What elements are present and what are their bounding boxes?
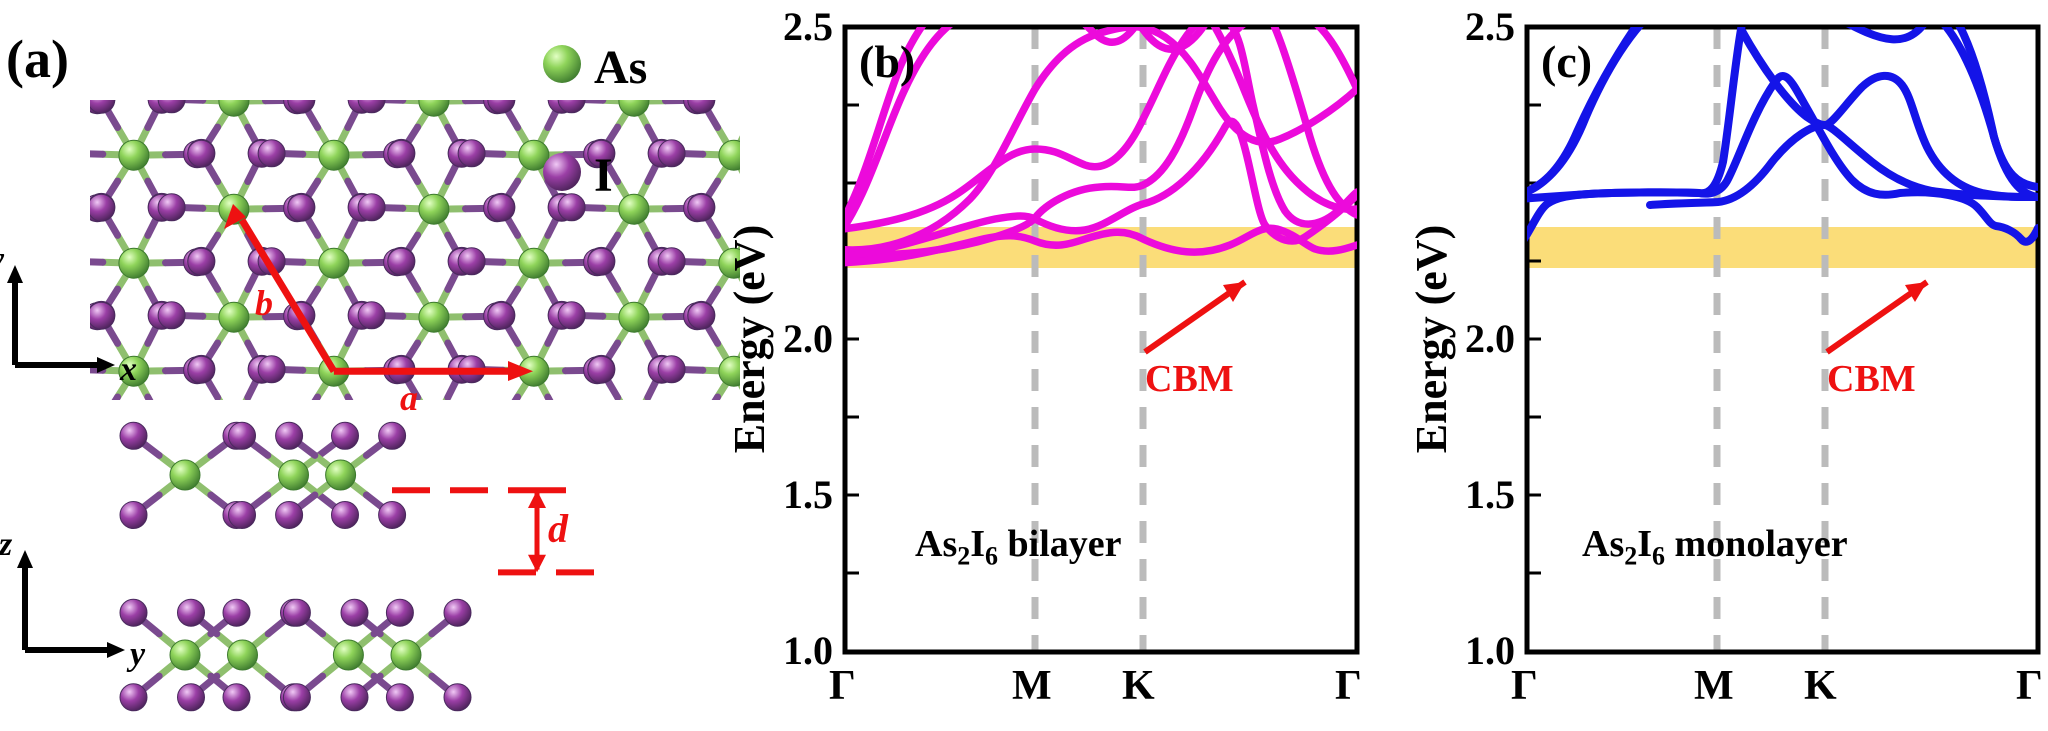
- svg-text:d: d: [548, 506, 569, 551]
- svg-text:b: b: [255, 283, 273, 323]
- svg-text:z: z: [0, 526, 13, 563]
- svg-text:y: y: [126, 636, 146, 673]
